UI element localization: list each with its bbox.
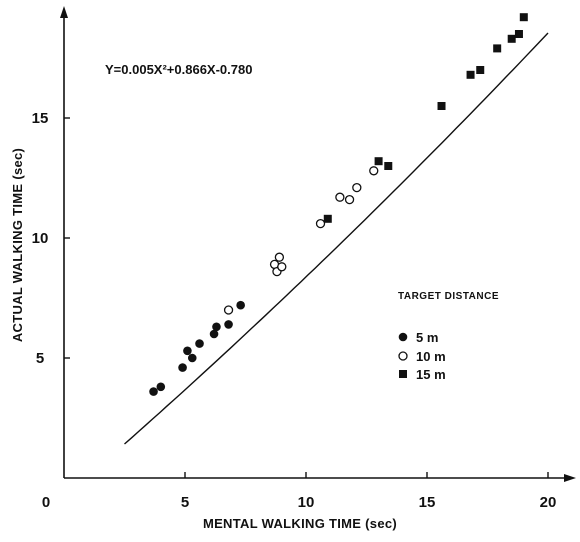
x-axis-arrow bbox=[564, 474, 576, 482]
point-5m-9 bbox=[236, 300, 245, 310]
point-5m-5 bbox=[195, 339, 204, 348]
point-5m-7 bbox=[212, 322, 221, 332]
axis-ticks: 0 5 10 15 20 5 10 15 bbox=[32, 110, 557, 511]
legend-marker-15m bbox=[399, 370, 407, 378]
point-5m-0 bbox=[149, 387, 158, 396]
x-tick-label-5: 5 bbox=[181, 494, 189, 511]
x-tick-label-20: 20 bbox=[540, 494, 557, 511]
point-15m-4 bbox=[466, 70, 475, 79]
point-15m-6 bbox=[493, 44, 502, 53]
point-15m-0 bbox=[323, 214, 332, 223]
point-10m-4 bbox=[277, 262, 287, 272]
legend: TARGET DISTANCE 5 m 10 m 15 m bbox=[398, 291, 499, 382]
y-axis-arrow bbox=[60, 6, 68, 18]
legend-marker-10m bbox=[398, 351, 408, 361]
point-10m-8 bbox=[352, 182, 362, 193]
legend-marker-5m bbox=[398, 332, 408, 342]
point-5m-8 bbox=[224, 320, 233, 329]
legend-title: TARGET DISTANCE bbox=[398, 291, 499, 302]
legend-entry-10m: 10 m bbox=[416, 349, 446, 364]
point-5m-2 bbox=[178, 363, 187, 372]
point-15m-7 bbox=[507, 34, 516, 43]
fit-curve bbox=[124, 32, 549, 445]
point-5m-4 bbox=[187, 353, 197, 363]
point-5m-6 bbox=[209, 329, 219, 339]
y-tick-label-5: 5 bbox=[36, 350, 44, 367]
point-10m-5 bbox=[315, 218, 326, 229]
point-10m-9 bbox=[369, 166, 379, 176]
data-points bbox=[149, 13, 528, 396]
x-axis-label: MENTAL WALKING TIME (sec) bbox=[203, 516, 397, 531]
point-5m-3 bbox=[183, 346, 192, 356]
legend-entry-15m: 15 m bbox=[416, 367, 446, 382]
equation-label: Y=0.005X²+0.866X-0.780 bbox=[105, 62, 252, 77]
x-tick-label-15: 15 bbox=[419, 494, 436, 511]
point-15m-9 bbox=[519, 13, 528, 22]
y-tick-label-15: 15 bbox=[32, 110, 49, 127]
point-5m-1 bbox=[156, 382, 166, 392]
legend-entry-5m: 5 m bbox=[416, 330, 438, 345]
point-10m-7 bbox=[344, 194, 355, 205]
point-15m-2 bbox=[384, 162, 393, 170]
fit-curve-path bbox=[124, 32, 549, 445]
point-15m-3 bbox=[437, 102, 446, 110]
point-15m-8 bbox=[514, 30, 523, 38]
y-axis-label: ACTUAL WALKING TIME (sec) bbox=[10, 148, 25, 342]
x-tick-label-0: 0 bbox=[42, 494, 50, 511]
point-10m-6 bbox=[335, 192, 345, 202]
y-tick-label-10: 10 bbox=[32, 230, 49, 247]
x-tick-label-10: 10 bbox=[298, 494, 315, 511]
point-15m-1 bbox=[374, 157, 383, 166]
point-10m-3 bbox=[274, 252, 285, 262]
point-10m-0 bbox=[223, 305, 234, 315]
point-15m-5 bbox=[476, 66, 485, 74]
